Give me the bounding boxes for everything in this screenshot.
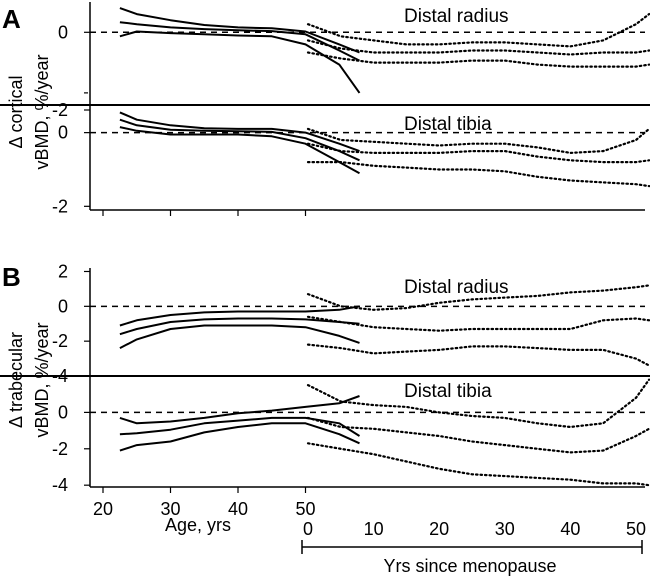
y-axis-label-line2: vBMD, %/year <box>32 322 52 437</box>
y-tick-label: 0 <box>58 296 68 316</box>
y-tick-label: -2 <box>52 331 68 351</box>
postmenopausal-lower-curve <box>306 343 650 367</box>
premenopausal-lower-curve <box>119 126 360 175</box>
x-menopause-tick-label: 40 <box>560 519 580 539</box>
premenopausal-mean-curve <box>119 118 360 162</box>
premenopausal-upper-curve <box>119 111 360 153</box>
x-menopause-tick-label: 20 <box>429 519 449 539</box>
subplot-title: Distal tibia <box>404 381 492 402</box>
x-menopause-tick-label: 0 <box>303 519 313 539</box>
premenopausal-mean-curve <box>119 317 360 336</box>
premenopausal-upper-curve <box>119 395 360 425</box>
postmenopausal-mean-curve <box>306 315 650 332</box>
x-age-tick-label: 40 <box>228 499 248 519</box>
y-tick-label: -4 <box>52 366 68 386</box>
premenopausal-lower-curve <box>119 422 360 452</box>
x-age-tick-label: 20 <box>93 499 113 519</box>
postmenopausal-mean-curve <box>306 39 650 56</box>
premenopausal-lower-curve <box>119 30 361 94</box>
premenopausal-upper-curve <box>119 7 360 54</box>
x-age-tick-label: 30 <box>160 499 180 519</box>
premenopausal-lower-curve <box>119 324 360 349</box>
x-menopause-tick-label: 10 <box>364 519 384 539</box>
postmenopausal-upper-curve <box>306 13 650 48</box>
postmenopausal-lower-curve <box>306 161 650 188</box>
panel-letter-A: A <box>2 4 21 34</box>
panel-letter-B: B <box>2 262 21 292</box>
y-axis-label-line1: Δ trabecular <box>6 332 26 428</box>
y-tick-label: 2 <box>58 261 68 281</box>
premenopausal-upper-curve <box>119 305 360 327</box>
y-tick-label: 0 <box>58 123 68 143</box>
y-axis-label-line1: Δ cortical <box>6 75 26 148</box>
postmenopausal-lower-curve <box>306 442 650 487</box>
y-tick-label: -4 <box>52 475 68 495</box>
x-axis-label-menopause: Yrs since menopause <box>383 556 556 576</box>
postmenopausal-mean-curve <box>306 416 650 454</box>
subplot-title: Distal radius <box>404 277 509 298</box>
postmenopausal-upper-curve <box>306 127 650 155</box>
premenopausal-mean-curve <box>119 416 361 437</box>
x-age-tick-label: 50 <box>295 499 315 519</box>
y-tick-label: 0 <box>58 402 68 422</box>
x-menopause-tick-label: 50 <box>626 519 646 539</box>
x-axis-label-age: Age, yrs <box>165 515 231 535</box>
subplot-title: Distal radius <box>404 6 509 27</box>
postmenopausal-mean-curve <box>306 142 650 164</box>
y-tick-label: -2 <box>52 100 68 120</box>
postmenopausal-upper-curve <box>306 378 650 429</box>
y-axis-label-line2: vBMD, %/year <box>32 54 52 169</box>
y-tick-label: -2 <box>52 196 68 216</box>
premenopausal-mean-curve <box>119 21 360 62</box>
postmenopausal-lower-curve <box>306 51 650 68</box>
x-menopause-tick-label: 30 <box>495 519 515 539</box>
y-tick-label: 0 <box>58 22 68 42</box>
y-tick-label: -2 <box>52 439 68 459</box>
postmenopausal-upper-curve <box>306 284 650 311</box>
subplot-title: Distal tibia <box>404 114 492 135</box>
